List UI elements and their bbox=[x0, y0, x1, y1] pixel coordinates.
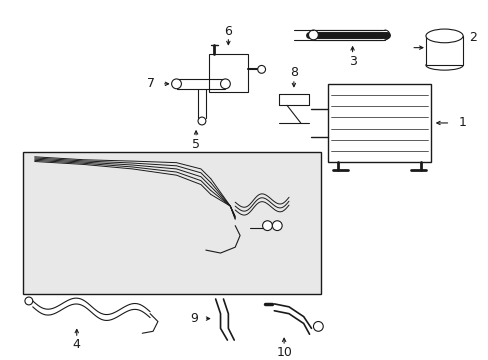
Ellipse shape bbox=[25, 297, 33, 305]
Bar bbox=[425, 36, 462, 65]
Ellipse shape bbox=[257, 66, 265, 73]
Ellipse shape bbox=[313, 321, 323, 331]
Ellipse shape bbox=[171, 79, 181, 89]
Text: 7: 7 bbox=[147, 77, 155, 90]
Text: 9: 9 bbox=[190, 312, 198, 325]
Text: 8: 8 bbox=[289, 66, 297, 78]
Text: 3: 3 bbox=[348, 55, 356, 68]
Ellipse shape bbox=[198, 117, 205, 125]
Bar bbox=[23, 152, 321, 294]
Text: 1: 1 bbox=[457, 116, 465, 130]
Ellipse shape bbox=[308, 30, 318, 40]
Bar bbox=[327, 84, 430, 162]
Ellipse shape bbox=[425, 60, 462, 70]
Ellipse shape bbox=[262, 221, 272, 230]
Text: 10: 10 bbox=[276, 346, 291, 359]
Ellipse shape bbox=[272, 221, 282, 230]
Text: 6: 6 bbox=[224, 24, 232, 37]
Text: 2: 2 bbox=[468, 31, 476, 44]
Text: 5: 5 bbox=[192, 138, 200, 151]
Ellipse shape bbox=[220, 79, 230, 89]
Ellipse shape bbox=[425, 29, 462, 43]
Text: 4: 4 bbox=[73, 338, 81, 351]
Bar bbox=[208, 54, 247, 92]
